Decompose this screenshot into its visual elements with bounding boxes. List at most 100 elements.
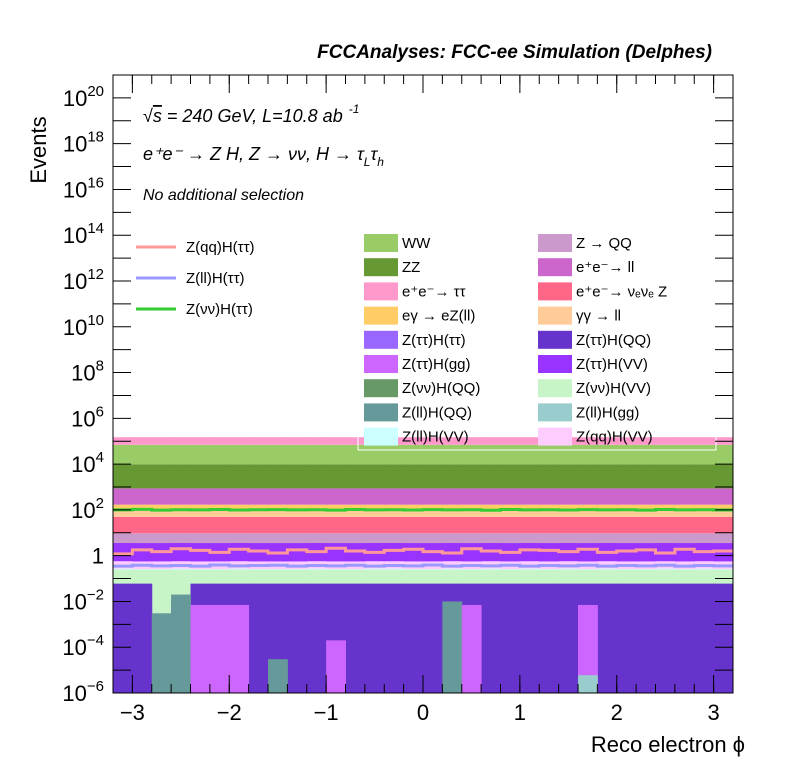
legend-fill-swatch-4: [364, 282, 398, 301]
bar-10-11: [326, 444, 346, 465]
bar-7-8: [268, 504, 288, 509]
bar-9-19: [481, 464, 501, 489]
bar-3-11: [326, 543, 346, 562]
bar-11-1: [132, 437, 153, 445]
energy-text: = 240 GeV, L=10.8 ab: [162, 106, 343, 126]
bar-7-18: [461, 504, 482, 509]
low-bar-0-30: [694, 583, 715, 693]
bar-7-15: [403, 504, 424, 509]
bar-10-25: [597, 444, 618, 465]
bar-4-24: [578, 533, 598, 544]
low-bar-0-15: [403, 583, 424, 693]
y-tick-label-5: 104: [71, 449, 104, 477]
bar-10-30: [694, 444, 715, 465]
bar-9-15: [403, 464, 424, 489]
bar-7-16: [423, 504, 443, 509]
bar-5-25: [597, 516, 618, 534]
bar-6-20: [500, 508, 521, 517]
sqrt-symbol: √: [143, 106, 153, 126]
legend-lines: Z(qq)H(ττ) Z(ll)H(ττ) Z(νν)H(ττ): [136, 239, 255, 318]
bar-6-7: [248, 508, 269, 517]
bar-10-23: [558, 444, 579, 465]
bar-4-17: [442, 533, 463, 544]
legend-line-label-2: Z(νν)H(ττ): [186, 301, 253, 318]
bar-7-25: [597, 504, 618, 509]
bar-11-12: [345, 437, 366, 445]
bar-9-0: [113, 464, 133, 489]
bar-10-27: [636, 444, 656, 465]
bar-9-27: [636, 464, 656, 489]
bar-6-10: [306, 508, 327, 517]
legend-fill-swatch-13: [538, 379, 572, 398]
bar-9-9: [287, 464, 308, 489]
bar-7-30: [694, 504, 715, 509]
bar-4-10: [306, 533, 327, 544]
bar-4-21: [519, 533, 540, 544]
bar-4-5: [209, 533, 230, 544]
bar-7-27: [636, 504, 656, 509]
x-tick-label-0: −3: [120, 700, 145, 725]
bar-3-0: [113, 543, 133, 562]
bar-10-22: [539, 444, 560, 465]
legend-fill-label-3: e⁺e⁻→ ll: [576, 259, 634, 276]
bar-3-9: [287, 543, 308, 562]
bar-3-14: [384, 543, 405, 562]
bar-5-28: [655, 516, 676, 534]
bar-4-22: [539, 533, 560, 544]
y-tick-label-9: 1012: [63, 266, 104, 294]
low-bar-0-14: [384, 583, 405, 693]
legend-fill-label-15: Z(ll)H(gg): [576, 404, 639, 421]
bar-10-9: [287, 444, 308, 465]
bar-8-21: [519, 488, 540, 505]
process-sub-l: L: [364, 155, 371, 169]
bar-8-8: [268, 488, 288, 505]
bar-11-26: [616, 437, 637, 445]
x-tick-label-1: −2: [217, 700, 242, 725]
bar-8-0: [113, 488, 133, 505]
legend-line-label-0: Z(qq)H(ττ): [186, 239, 255, 256]
legend-fill-swatch-15: [538, 403, 572, 422]
bar-9-21: [519, 464, 540, 489]
bar-8-31: [713, 488, 734, 505]
bar-4-27: [636, 533, 656, 544]
bar-9-2: [151, 464, 172, 489]
y-tick-label-3: 1: [92, 544, 104, 569]
bar-11-29: [674, 437, 695, 445]
bar-6-11: [326, 508, 346, 517]
bar-5-15: [403, 516, 424, 534]
bar-3-15: [403, 543, 424, 562]
bar-5-12: [345, 516, 366, 534]
legend-fill-label-14: Z(ll)H(QQ): [402, 404, 472, 421]
bar-9-25: [597, 464, 618, 489]
bar-6-23: [558, 508, 579, 517]
bar-9-1: [132, 464, 153, 489]
bar-11-21: [519, 437, 540, 445]
legend-fill-label-16: Z(ll)H(VV): [402, 429, 469, 446]
bar-11-8: [268, 437, 288, 445]
bar-8-15: [403, 488, 424, 505]
low-bar-2-5: [209, 604, 230, 693]
bar-11-6: [229, 437, 250, 445]
bar-5-19: [481, 516, 501, 534]
bar-1-23: [558, 568, 579, 570]
bar-8-19: [481, 488, 501, 505]
legend-fill-swatch-8: [364, 330, 398, 349]
bar-6-13: [364, 508, 385, 517]
bar-5-24: [578, 516, 598, 534]
bar-5-23: [558, 516, 579, 534]
low-bar-1-3: [171, 594, 191, 693]
x-tick-label-3: 0: [417, 700, 429, 725]
bar-1-25: [597, 568, 618, 570]
bar-1-14: [384, 568, 405, 570]
bar-6-6: [229, 508, 250, 517]
bar-5-14: [384, 516, 405, 534]
bar-4-23: [558, 533, 579, 544]
bar-5-9: [287, 516, 308, 534]
bar-5-26: [616, 516, 637, 534]
legend-fill-swatch-2: [364, 258, 398, 277]
bar-1-28: [655, 568, 676, 570]
bar-9-6: [229, 464, 250, 489]
bar-3-24: [578, 543, 598, 562]
bar-1-6: [229, 568, 250, 570]
